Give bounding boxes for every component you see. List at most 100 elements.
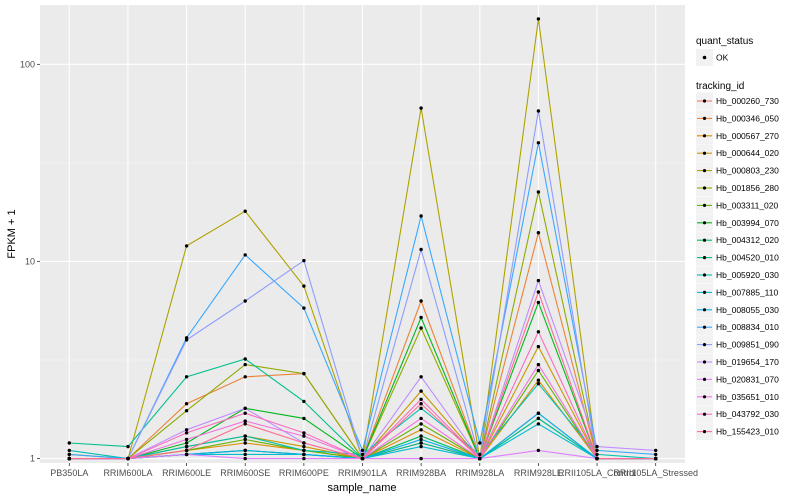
data-point <box>184 444 189 449</box>
data-point <box>536 344 541 349</box>
data-point <box>243 357 247 361</box>
legend-point-symbol <box>702 430 707 434</box>
data-points <box>67 17 658 461</box>
legend-label: Hb_008834_010 <box>716 322 779 332</box>
data-point <box>243 299 247 303</box>
data-point <box>243 441 247 445</box>
data-point <box>654 456 658 461</box>
y-tick-label: 1 <box>30 454 35 464</box>
data-point <box>419 441 423 445</box>
data-point <box>184 437 189 442</box>
data-point <box>360 448 365 453</box>
legend-point-symbol <box>702 325 707 329</box>
legend-label: Hb_019654_170 <box>716 357 779 367</box>
data-point <box>419 428 423 432</box>
data-point <box>243 419 247 423</box>
data-point <box>243 434 247 438</box>
data-point <box>536 368 541 373</box>
x-tick-label: RRIM901LA <box>338 468 387 478</box>
data-point <box>419 437 423 442</box>
data-point <box>536 416 541 421</box>
legend-point-symbol <box>702 290 707 294</box>
data-point <box>536 231 541 235</box>
data-point <box>302 452 306 457</box>
data-point <box>184 338 189 342</box>
data-point <box>302 448 306 453</box>
data-point <box>184 428 189 432</box>
data-point <box>536 422 541 426</box>
data-point <box>536 330 541 334</box>
data-point <box>243 253 247 257</box>
data-point <box>184 402 189 406</box>
x-tick-label: RRII105LA_Control <box>558 468 636 478</box>
legend-label: Hb_005920_030 <box>716 270 779 280</box>
x-tick-label: RRIM600LE <box>162 468 211 478</box>
legend-point-symbol <box>702 343 707 347</box>
data-point <box>302 258 306 263</box>
y-axis: 1 10 100 <box>20 59 40 464</box>
x-tick-label: RRIM600SE <box>220 468 270 478</box>
data-point <box>302 456 306 461</box>
x-tick-label: RRIM928LE <box>514 468 563 478</box>
legend-label: Hb_001856_280 <box>716 183 779 193</box>
legend-point-symbol <box>702 221 707 225</box>
data-point <box>536 109 541 113</box>
data-point <box>419 247 423 252</box>
data-point <box>302 416 306 421</box>
data-point <box>419 456 423 461</box>
point-legend-title: quant_status <box>696 36 753 47</box>
x-tick-label: PB350LA <box>50 468 88 478</box>
data-point <box>243 375 247 379</box>
data-point <box>184 441 189 445</box>
data-point <box>536 382 541 386</box>
legend-point-symbol <box>702 273 707 277</box>
data-point <box>126 456 130 461</box>
data-point <box>595 456 599 461</box>
data-point <box>478 456 482 461</box>
data-point <box>536 362 541 367</box>
data-point <box>243 452 247 457</box>
legend: quant_status OK tracking_id Hb_000260_73… <box>696 36 779 441</box>
legend-point-symbol <box>702 169 707 173</box>
data-point <box>302 371 306 376</box>
legend-point-symbol <box>702 377 707 381</box>
legend-label: Hb_155423_010 <box>716 427 779 437</box>
y-tick-label: 100 <box>20 59 35 69</box>
data-point <box>67 456 72 461</box>
data-point <box>302 399 306 404</box>
legend-point-symbol <box>702 412 707 416</box>
legend-point-symbol <box>702 395 707 399</box>
legend-label: Hb_004312_020 <box>716 235 779 245</box>
data-point <box>419 315 423 320</box>
data-point <box>419 106 423 110</box>
legend-point-symbol <box>702 134 707 138</box>
legend-label: Hb_003994_070 <box>716 218 779 228</box>
data-point <box>536 448 541 453</box>
legend-label: Hb_008055_030 <box>716 305 779 315</box>
y-tick-label: 10 <box>25 256 35 266</box>
data-point <box>536 300 541 305</box>
legend-label: Hb_043792_030 <box>716 409 779 419</box>
x-tick-label: RRIM600LA <box>103 468 152 478</box>
line-legend-title: tracking_id <box>696 81 744 92</box>
data-point <box>536 190 541 194</box>
legend-label: Hb_007885_110 <box>716 287 779 297</box>
legend-label: Hb_000567_270 <box>716 131 779 141</box>
data-point <box>302 431 306 435</box>
data-point <box>302 434 306 438</box>
legend-point-symbol <box>702 116 707 120</box>
data-point <box>184 244 189 248</box>
legend-label: Hb_000346_050 <box>716 113 779 123</box>
data-point <box>67 441 72 445</box>
data-point <box>184 409 189 413</box>
data-point <box>243 448 247 453</box>
data-point <box>360 452 365 457</box>
legend-point-symbol <box>702 308 707 312</box>
x-axis: PB350LA RRIM600LA RRIM600LE RRIM600SE RRIM60… <box>50 463 698 478</box>
data-point <box>536 17 541 21</box>
data-point <box>302 444 306 449</box>
legend-label: Hb_000644_020 <box>716 148 779 158</box>
data-point <box>419 214 423 218</box>
y-axis-title: FPKM + 1 <box>6 209 18 258</box>
data-point <box>360 456 365 461</box>
